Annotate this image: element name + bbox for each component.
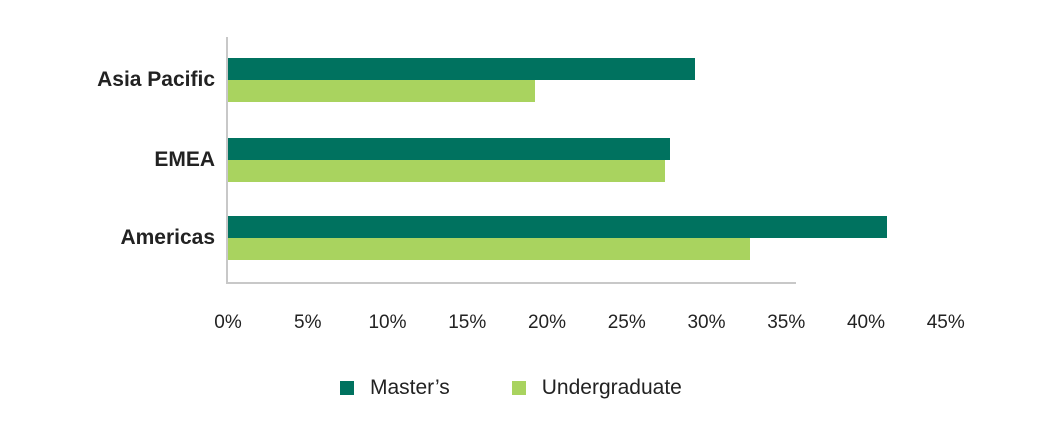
legend-item-masters: Master’s bbox=[340, 376, 450, 400]
legend-label-masters: Master’s bbox=[370, 376, 450, 399]
bar-emea-masters bbox=[228, 138, 670, 160]
x-tick-label: 25% bbox=[607, 312, 646, 333]
x-tick-label: 5% bbox=[294, 312, 322, 333]
y-axis-line bbox=[226, 37, 228, 284]
category-label-americas: Americas bbox=[120, 226, 215, 249]
legend-item-undergraduate: Undergraduate bbox=[511, 376, 682, 400]
x-tick-label: 20% bbox=[527, 312, 567, 333]
legend-label-undergraduate: Undergraduate bbox=[541, 376, 682, 399]
x-tick-label: 10% bbox=[368, 312, 407, 333]
x-axis-line bbox=[226, 282, 796, 284]
category-label-asia-pacific: Asia Pacific bbox=[97, 68, 215, 91]
legend-swatch-masters bbox=[340, 381, 354, 395]
bar-asia-pacific-masters bbox=[228, 58, 696, 80]
x-tick-label: 0% bbox=[214, 312, 242, 333]
x-tick-label: 35% bbox=[767, 312, 806, 333]
bar-asia-pacific-undergraduate bbox=[228, 80, 536, 102]
bar-americas-undergraduate bbox=[228, 238, 750, 260]
x-tick-label: 40% bbox=[846, 312, 886, 333]
x-tick-label: 45% bbox=[926, 312, 965, 333]
bar-emea-undergraduate bbox=[228, 160, 665, 182]
category-label-emea: EMEA bbox=[154, 148, 215, 171]
legend-swatch-undergraduate bbox=[511, 381, 526, 395]
legend: Master’s Undergraduate bbox=[340, 376, 744, 400]
x-tick-label: 30% bbox=[687, 312, 726, 333]
bar-americas-masters bbox=[228, 216, 888, 238]
x-tick-label: 15% bbox=[448, 312, 487, 333]
